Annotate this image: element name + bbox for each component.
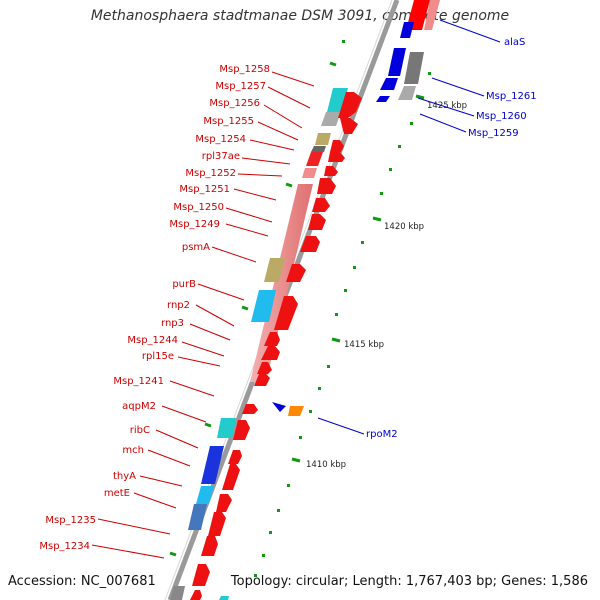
gene-label: Msp_1257 [215, 81, 266, 92]
gene-arrow [286, 264, 306, 282]
gene-arrow [324, 166, 338, 176]
gene-arrow [328, 152, 345, 162]
gene-box-psmA [264, 258, 285, 282]
cog-track [170, 88, 348, 600]
scale-tick-label: 1415 kbp [344, 340, 384, 350]
right-gene-labels: alaS Msp_1261 Msp_1260 Msp_1259 rpoM2 [366, 37, 537, 440]
gene-arrow-alaS-rev [400, 22, 414, 38]
gene-arrow [308, 214, 326, 230]
scale-ticks [169, 61, 425, 557]
right-leader-lines [317, 19, 501, 435]
gene-box-msp-1254 [315, 133, 331, 145]
gene-label: purB [172, 279, 196, 290]
gene-arrow [300, 236, 320, 252]
gene-box-thyA [196, 486, 214, 504]
gene-arrow [190, 590, 202, 600]
gene-label: Msp_1234 [39, 541, 90, 552]
reverse-genes [272, 0, 440, 416]
scale-tick-label: 1425 kbp [427, 101, 467, 111]
gene-label: rpl15e [142, 351, 174, 362]
gene-label: Msp_1241 [113, 376, 164, 387]
gene-box-next [219, 596, 229, 600]
gene-label: Msp_1244 [127, 335, 178, 346]
gene-arrow [201, 536, 218, 556]
gene-arrow [264, 332, 280, 346]
left-gene-labels: Msp_1258 Msp_1257 Msp_1256 Msp_1255 Msp_… [39, 64, 270, 552]
gene-label: rpoM2 [366, 429, 398, 440]
gene-arrow [330, 140, 344, 152]
gene-box-msp-1261 [404, 52, 424, 84]
gene-label: Msp_1261 [486, 91, 537, 102]
gene-box-mch [201, 446, 224, 484]
gene-box-rpl37ae [311, 146, 326, 152]
gene-label: aqpM2 [122, 401, 156, 412]
gene-arrow-rpoM2 [272, 402, 286, 412]
gene-label: alaS [504, 37, 525, 48]
map-title: Methanosphaera stadtmanae DSM 3091, comp… [90, 8, 510, 24]
gene-arrow [242, 404, 258, 414]
gene-box-purB [251, 290, 276, 322]
gene-box-msp-1260 [398, 86, 416, 100]
gene-label: Msp_1249 [169, 219, 220, 230]
gene-box-alaS [424, 0, 440, 30]
gene-label: rpl37ae [202, 151, 240, 162]
gene-arrow [208, 512, 226, 536]
forward-genes [190, 92, 362, 600]
gene-label: Msp_1258 [219, 64, 270, 75]
gene-label: metE [104, 488, 130, 499]
scale-tick-label: 1420 kbp [384, 222, 424, 232]
gene-arrow [312, 198, 330, 212]
gene-arrow [274, 296, 298, 330]
gene-box-msp-1233 [170, 586, 185, 600]
gene-label: Msp_1254 [195, 134, 246, 145]
gene-arrow [254, 374, 270, 386]
gene-label: Msp_1260 [476, 111, 527, 122]
gene-arrow [216, 494, 232, 512]
gene-arrow [192, 564, 210, 586]
gc-content-track [254, 40, 431, 577]
genome-summary-text: Topology: circular; Length: 1,767,403 bp… [230, 574, 588, 589]
scale-tick-label: 1410 kbp [306, 460, 346, 470]
gene-arrow [317, 178, 336, 194]
gene-arrow [222, 464, 240, 490]
gene-arrow [340, 118, 358, 134]
gene-label: ribC [130, 425, 150, 436]
gene-label: Msp_1250 [173, 202, 224, 213]
gene-box-msp-1250 [250, 184, 313, 382]
gene-label: psmA [182, 242, 210, 253]
gene-label: Msp_1255 [203, 116, 254, 127]
gene-box-msp-1251 [302, 168, 317, 178]
gene-arrow [338, 92, 362, 118]
gene-arrow [228, 450, 242, 464]
gene-arrow [233, 420, 250, 440]
gene-box-msp-1252 [306, 152, 323, 166]
gene-arrow [257, 362, 272, 374]
gene-arrow [261, 346, 280, 360]
gene-label: rnp3 [161, 318, 184, 329]
gene-label: Msp_1256 [209, 98, 260, 109]
gene-box-rpoM2 [288, 406, 304, 416]
gene-label: mch [122, 445, 144, 456]
gene-label: rnp2 [167, 300, 190, 311]
gene-box-ribC [217, 418, 236, 438]
gene-arrow-msp-1259 [376, 96, 390, 102]
gene-arrow-msp-1261 [388, 48, 406, 76]
accession-text: Accession: NC_007681 [8, 574, 156, 589]
gene-label: Msp_1235 [45, 515, 96, 526]
gene-arrow-msp-1260 [380, 78, 398, 90]
gene-box-metE [188, 504, 207, 530]
gene-label: Msp_1259 [468, 128, 519, 139]
gene-box-msp-1256 [321, 112, 341, 126]
left-leader-lines [91, 71, 315, 559]
gene-label: thyA [113, 471, 136, 482]
gene-label: Msp_1252 [185, 168, 236, 179]
gene-label: Msp_1251 [179, 184, 230, 195]
